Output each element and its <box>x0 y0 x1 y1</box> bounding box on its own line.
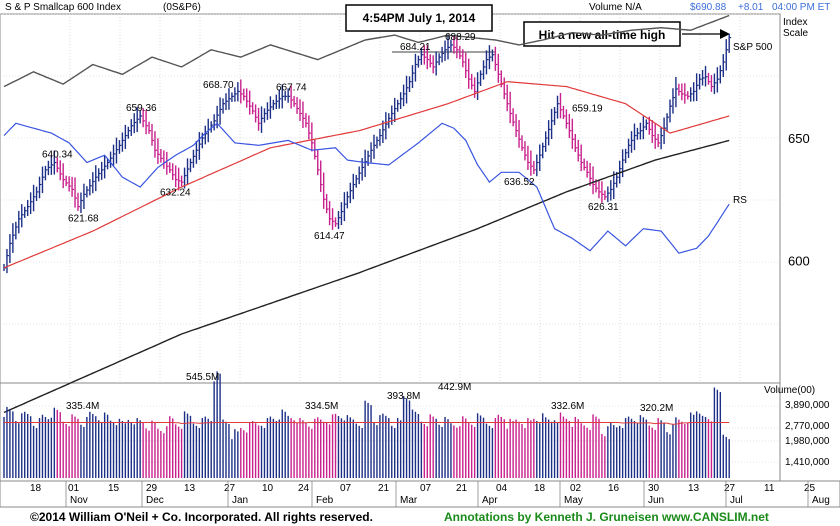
month-label: Aug <box>812 495 830 506</box>
date-tick: 18 <box>534 483 546 494</box>
month-label: Mar <box>400 495 418 506</box>
month-label: Jun <box>648 495 664 506</box>
volume-axis-tick: 1,410,000 <box>785 457 830 468</box>
volume-labels: 335.4M 545.5M 334.5M 393.8M 442.9M 332.6M 320.… <box>66 372 673 414</box>
axis-labels: 600 650 3,890,000 2,770,000 1,980,000 1,410,0… <box>30 131 830 507</box>
index-scale-label-2: Scale <box>783 28 808 39</box>
price-label: 659.36 <box>126 103 157 114</box>
date-tick: 13 <box>688 483 700 494</box>
copyright: ©2014 William O'Neil + Co. Incorporated.… <box>30 510 373 524</box>
sp500-line <box>3 14 730 88</box>
date-tick: 27 <box>224 483 236 494</box>
price-axis-tick: 600 <box>788 254 810 269</box>
ma50-line <box>3 81 730 269</box>
price-label: 684.21 <box>400 42 431 53</box>
date-tick: 21 <box>456 483 468 494</box>
price-label: 636.52 <box>504 177 535 188</box>
month-label: Jan <box>232 495 248 506</box>
price-label: 688.29 <box>445 32 476 43</box>
price-readout: $690.88 <box>690 2 727 13</box>
date-tick: 24 <box>298 483 310 494</box>
price-labels: 640.34 621.68 659.36 632.24 668.70 667.74 614.… <box>42 32 619 242</box>
month-label: Nov <box>70 495 88 506</box>
sp500-label: S&P 500 <box>733 42 773 53</box>
price-label: 640.34 <box>42 150 73 161</box>
month-label: Apr <box>482 495 498 506</box>
price-axis-tick: 650 <box>788 131 810 146</box>
timestamp-text: 4:54PM July 1, 2014 <box>363 11 476 25</box>
price-label: 614.47 <box>314 231 345 242</box>
date-tick: 07 <box>340 483 352 494</box>
rs-line <box>3 122 730 254</box>
date-axis-frame <box>0 480 840 508</box>
volume-label: 335.4M <box>66 401 99 412</box>
volume-label: 320.2M <box>640 403 673 414</box>
price-bars <box>3 33 732 274</box>
callout-box <box>523 21 681 47</box>
date-tick: 13 <box>184 483 196 494</box>
price-label: 667.74 <box>276 83 307 94</box>
annotation-credit: Annotations by Kenneth J. Gruneisen www.… <box>444 510 769 524</box>
month-label: Feb <box>316 495 334 506</box>
price-label: 621.68 <box>68 213 99 224</box>
time-readout: 04:00 PM ET <box>772 2 830 13</box>
price-label: 632.24 <box>160 188 191 199</box>
price-label: 626.31 <box>588 202 619 213</box>
ma200-line <box>3 139 730 414</box>
change-readout: +8.01 <box>738 2 764 13</box>
price-panel-frame <box>0 13 781 384</box>
volume-axis-tick: 2,770,000 <box>785 421 830 432</box>
index-name: S & P Smallcap 600 Index <box>5 2 121 13</box>
index-symbol: (0S&P6) <box>163 2 201 13</box>
timestamp-box <box>345 4 493 32</box>
month-label: Dec <box>146 495 164 506</box>
volume-panel-frame <box>0 382 781 482</box>
month-label: May <box>564 495 583 506</box>
volume-label: 442.9M <box>438 382 471 393</box>
date-tick: 01 <box>68 483 80 494</box>
volume-readout: Volume N/A <box>589 2 642 13</box>
volume-grid-lines <box>0 405 780 463</box>
price-label: 668.70 <box>203 80 234 91</box>
date-tick: 04 <box>496 483 508 494</box>
month-label: Jul <box>730 495 743 506</box>
date-tick: 18 <box>30 483 42 494</box>
date-tick: 29 <box>146 483 158 494</box>
index-scale-label: Index <box>783 17 807 28</box>
volume-axis-title: Volume(00) <box>764 385 815 396</box>
volume-label: 334.5M <box>305 401 338 412</box>
date-tick: 30 <box>648 483 660 494</box>
volume-bars <box>3 371 730 478</box>
price-label: 659.19 <box>572 104 603 115</box>
date-tick: 25 <box>804 483 816 494</box>
volume-axis-tick: 1,980,000 <box>785 436 830 447</box>
rs-label: RS <box>733 195 747 206</box>
volume-average-line <box>4 422 730 425</box>
date-tick: 15 <box>108 483 120 494</box>
volume-label: 393.8M <box>387 391 420 402</box>
date-tick: 16 <box>608 483 620 494</box>
date-tick: 07 <box>420 483 432 494</box>
date-tick: 11 <box>764 483 775 494</box>
date-tick: 02 <box>570 483 582 494</box>
date-tick: 10 <box>262 483 274 494</box>
volume-axis-tick: 3,890,000 <box>785 400 830 411</box>
date-tick: 21 <box>378 483 390 494</box>
volume-label: 545.5M <box>186 372 219 383</box>
date-tick: 27 <box>724 483 736 494</box>
volume-label: 332.6M <box>551 401 584 412</box>
callout-arrowhead <box>720 29 730 39</box>
